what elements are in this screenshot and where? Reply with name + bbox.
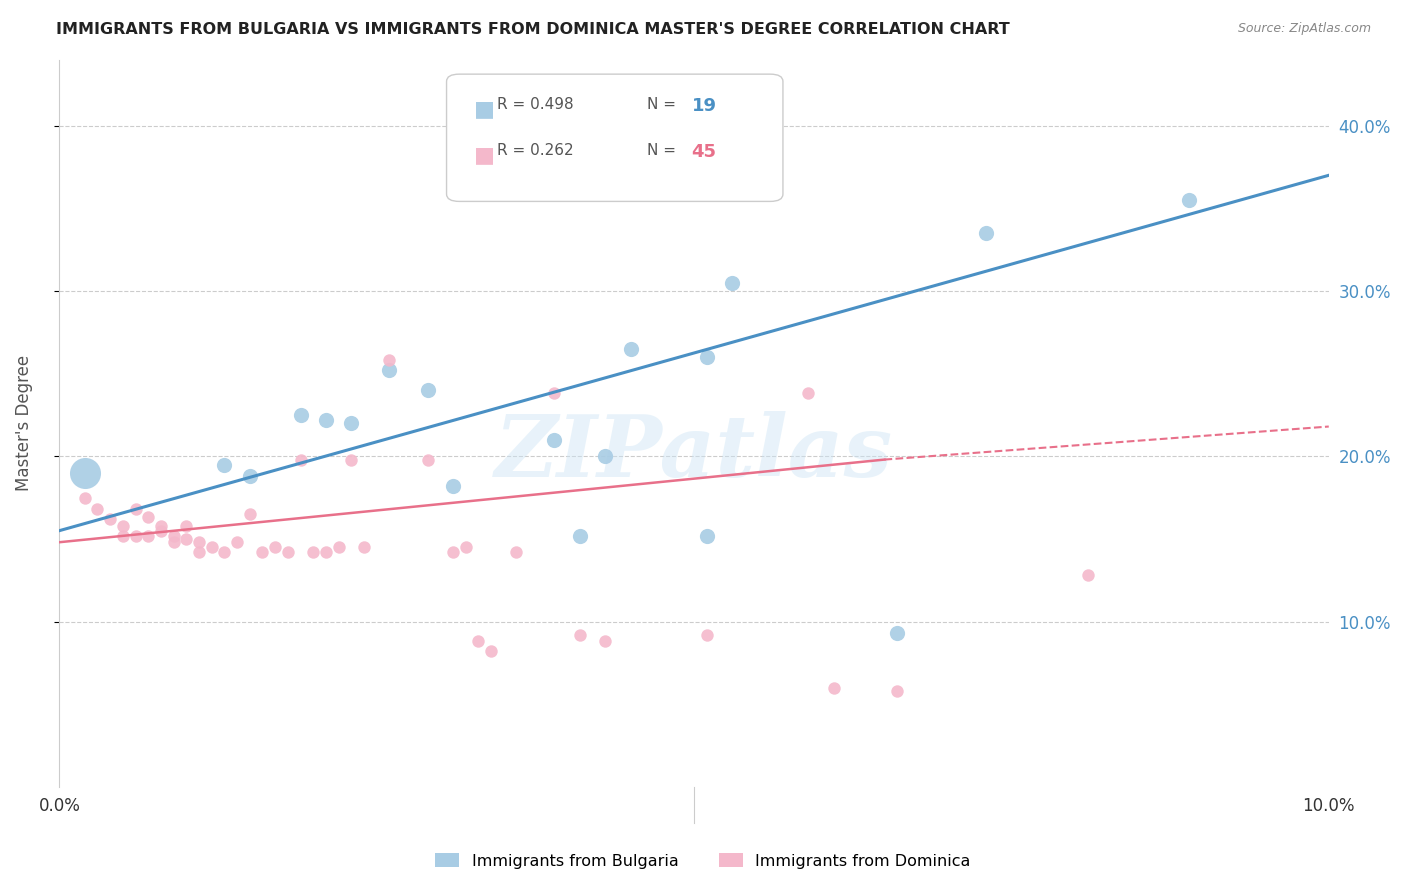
Point [454, 540, 477, 554]
Point [974, 226, 997, 240]
Point [340, 452, 363, 467]
Point [441, 545, 464, 559]
Point [188, 535, 211, 549]
Point [239, 469, 262, 483]
Text: N =: N = [647, 97, 676, 112]
Point [886, 626, 908, 640]
Point [290, 408, 312, 422]
Point [315, 413, 337, 427]
Point [886, 684, 908, 698]
FancyBboxPatch shape [447, 74, 783, 202]
Point [543, 433, 565, 447]
Point [593, 450, 616, 464]
Point [1178, 193, 1201, 207]
Point [252, 545, 274, 559]
Y-axis label: Master's Degree: Master's Degree [15, 355, 32, 491]
Point [136, 510, 159, 524]
Point [479, 644, 502, 658]
Point [1077, 568, 1099, 582]
Point [290, 452, 312, 467]
Point [696, 528, 718, 542]
Point [124, 528, 146, 542]
Point [543, 386, 565, 401]
Text: Source: ZipAtlas.com: Source: ZipAtlas.com [1237, 22, 1371, 36]
Point [149, 524, 172, 538]
Point [239, 507, 262, 521]
Point [73, 466, 96, 480]
Point [73, 491, 96, 505]
Point [302, 545, 325, 559]
Point [416, 383, 439, 397]
Point [721, 276, 744, 290]
Point [201, 540, 224, 554]
Point [86, 502, 108, 516]
Point [505, 545, 527, 559]
Point [823, 681, 845, 695]
Point [162, 535, 184, 549]
Point [176, 518, 198, 533]
Point [149, 518, 172, 533]
Text: 19: 19 [692, 97, 717, 115]
Point [620, 342, 643, 356]
Point [340, 416, 363, 430]
Point [797, 386, 820, 401]
Point [264, 540, 287, 554]
Point [226, 535, 249, 549]
Point [111, 528, 134, 542]
Point [467, 634, 489, 648]
Point [378, 353, 401, 368]
Legend: Immigrants from Bulgaria, Immigrants from Dominica: Immigrants from Bulgaria, Immigrants fro… [429, 847, 977, 875]
Point [416, 452, 439, 467]
Point [441, 479, 464, 493]
Point [176, 532, 198, 546]
Point [568, 628, 591, 642]
Point [277, 545, 299, 559]
Point [214, 458, 236, 472]
Point [696, 350, 718, 364]
Point [593, 634, 616, 648]
Point [98, 512, 121, 526]
Text: 45: 45 [692, 144, 717, 161]
Point [188, 545, 211, 559]
Text: R = 0.262: R = 0.262 [498, 144, 574, 158]
Text: ■: ■ [474, 145, 495, 165]
Point [111, 518, 134, 533]
Text: N =: N = [647, 144, 676, 158]
Text: ZIPatlas: ZIPatlas [495, 410, 893, 494]
Point [378, 363, 401, 377]
Text: ■: ■ [474, 100, 495, 120]
Point [214, 545, 236, 559]
Point [328, 540, 350, 554]
Text: IMMIGRANTS FROM BULGARIA VS IMMIGRANTS FROM DOMINICA MASTER'S DEGREE CORRELATION: IMMIGRANTS FROM BULGARIA VS IMMIGRANTS F… [56, 22, 1010, 37]
Point [568, 528, 591, 542]
Point [696, 628, 718, 642]
Point [124, 502, 146, 516]
Text: R = 0.498: R = 0.498 [498, 97, 574, 112]
Point [315, 545, 337, 559]
Point [353, 540, 375, 554]
Point [136, 528, 159, 542]
Point [162, 528, 184, 542]
